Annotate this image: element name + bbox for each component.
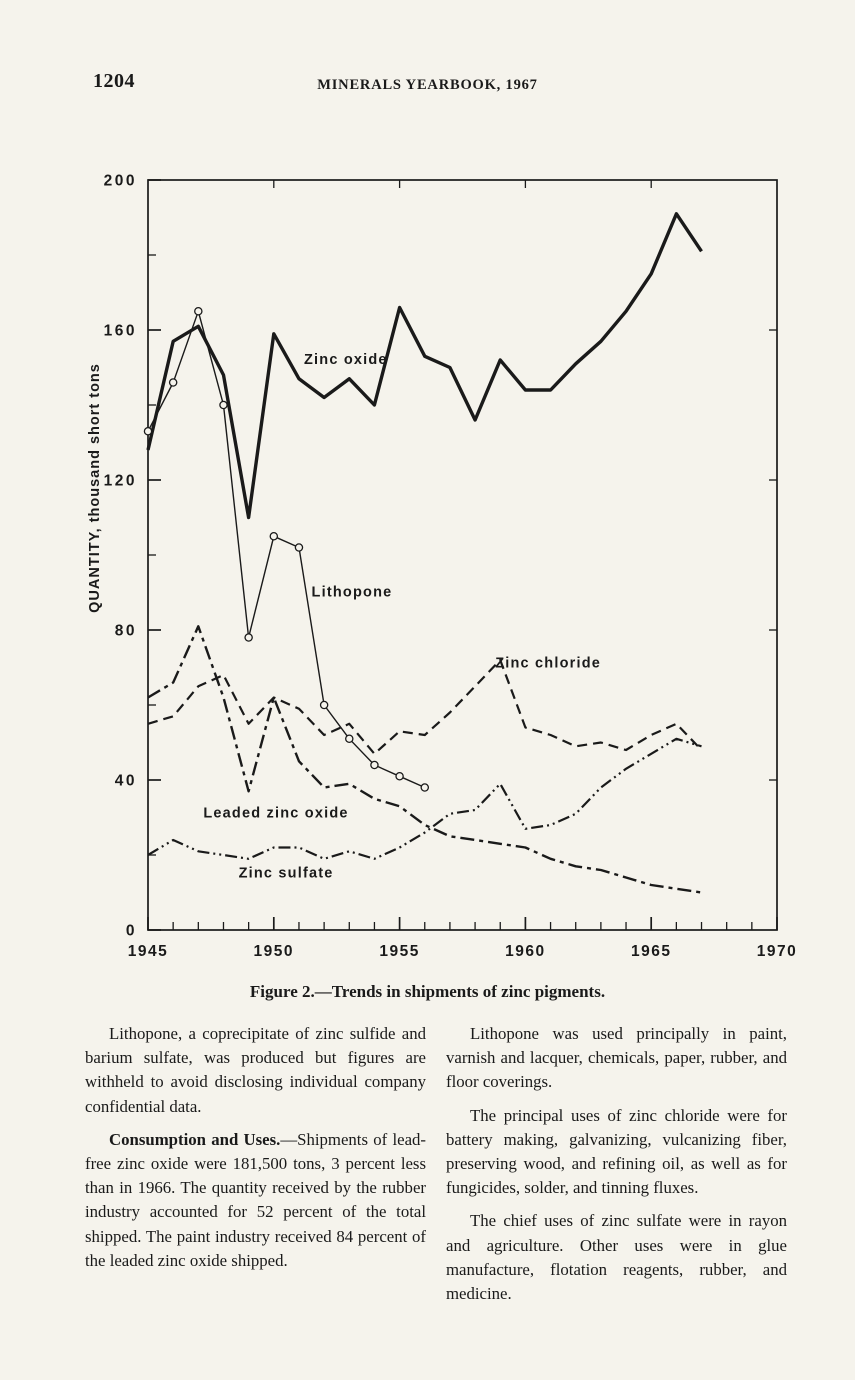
marker-lithopone <box>345 734 354 744</box>
paragraph-lithopone-withheld: Lithopone, a coprecipitate of zinc sulfi… <box>85 1024 426 1116</box>
figure-2-chart: 0 40 80 120 160 200 1945 1950 1955 1960 1965 1970 Zi… <box>85 148 797 961</box>
marker-lithopone <box>168 378 178 387</box>
chart-label-lithopone: Lithopone <box>312 584 393 600</box>
x-tick-label: 1960 <box>505 943 545 960</box>
y-tick-label: 80 <box>115 623 137 640</box>
series-line-zinc-oxide <box>146 212 703 520</box>
marker-lithopone <box>194 306 203 316</box>
chart-label-leaded-zinc-oxide: Leaded zinc oxide <box>203 806 348 822</box>
chart-label-zinc-chloride: Zinc chloride <box>495 656 601 672</box>
page-number: 1204 <box>93 70 135 92</box>
marker-lithopone <box>219 400 228 410</box>
marker-lithopone <box>294 543 304 552</box>
y-tick-label: 0 <box>126 923 137 940</box>
right-column: Lithopone was used principally in paint,… <box>446 1022 787 1315</box>
zinc-pigments-chart-svg: 0 40 80 120 160 200 1945 1950 1955 1960 1965 1970 Zi… <box>87 173 797 961</box>
paragraph-text: —Shipments of lead-free zinc oxide were … <box>85 1129 426 1270</box>
x-tick-label: 1945 <box>128 943 168 960</box>
marker-lithopone <box>319 700 329 710</box>
y-tick-label: 120 <box>104 473 137 490</box>
paragraph-consumption-and-uses: Consumption and Uses.—Shipments of lead-… <box>85 1128 426 1273</box>
x-tick-label: 1965 <box>631 943 671 960</box>
run-in-heading: Consumption and Uses. <box>109 1129 281 1149</box>
y-tick-label: 40 <box>115 773 137 790</box>
x-tick-label: 1955 <box>379 943 419 960</box>
series-line-zinc-sulfate <box>147 737 702 860</box>
marker-lithopone <box>370 760 379 770</box>
marker-lithopone <box>395 772 404 781</box>
marker-lithopone <box>244 633 253 642</box>
y-tick-label: 200 <box>104 173 137 190</box>
paragraph-zinc-chloride-uses: The principal uses of zinc chloride were… <box>446 1105 787 1198</box>
left-column: Lithopone, a coprecipitate of zinc sulfi… <box>85 1022 426 1315</box>
paragraph-lithopone-uses: Lithopone was used principally in paint,… <box>446 1024 787 1092</box>
chart-label-zinc-oxide: Zinc oxide <box>304 352 388 368</box>
marker-lithopone <box>269 531 279 541</box>
paragraph-zinc-sulfate-uses: The chief uses of zinc sulfate were in r… <box>446 1211 787 1303</box>
figure-caption: Figure 2.—Trends in shipments of zinc pi… <box>249 982 606 1001</box>
marker-lithopone <box>420 783 430 792</box>
running-header: MINERALS YEARBOOK, 1967 <box>317 77 538 93</box>
body-text: Lithopone, a coprecipitate of zinc sulfi… <box>85 1022 787 1315</box>
x-tick-label: 1950 <box>254 943 294 960</box>
chart-label-zinc-sulfate: Zinc sulfate <box>239 866 334 882</box>
series-line-zinc-chloride <box>147 658 703 755</box>
y-axis-title: QUANTITY, thousand short tons <box>87 363 103 613</box>
series-line-lithopone <box>147 310 426 789</box>
x-tick-label: 1970 <box>757 943 797 960</box>
y-tick-label: 160 <box>104 323 137 340</box>
marker-lithopone <box>143 426 153 436</box>
series-line-leaded-zinc-oxide <box>147 625 702 894</box>
